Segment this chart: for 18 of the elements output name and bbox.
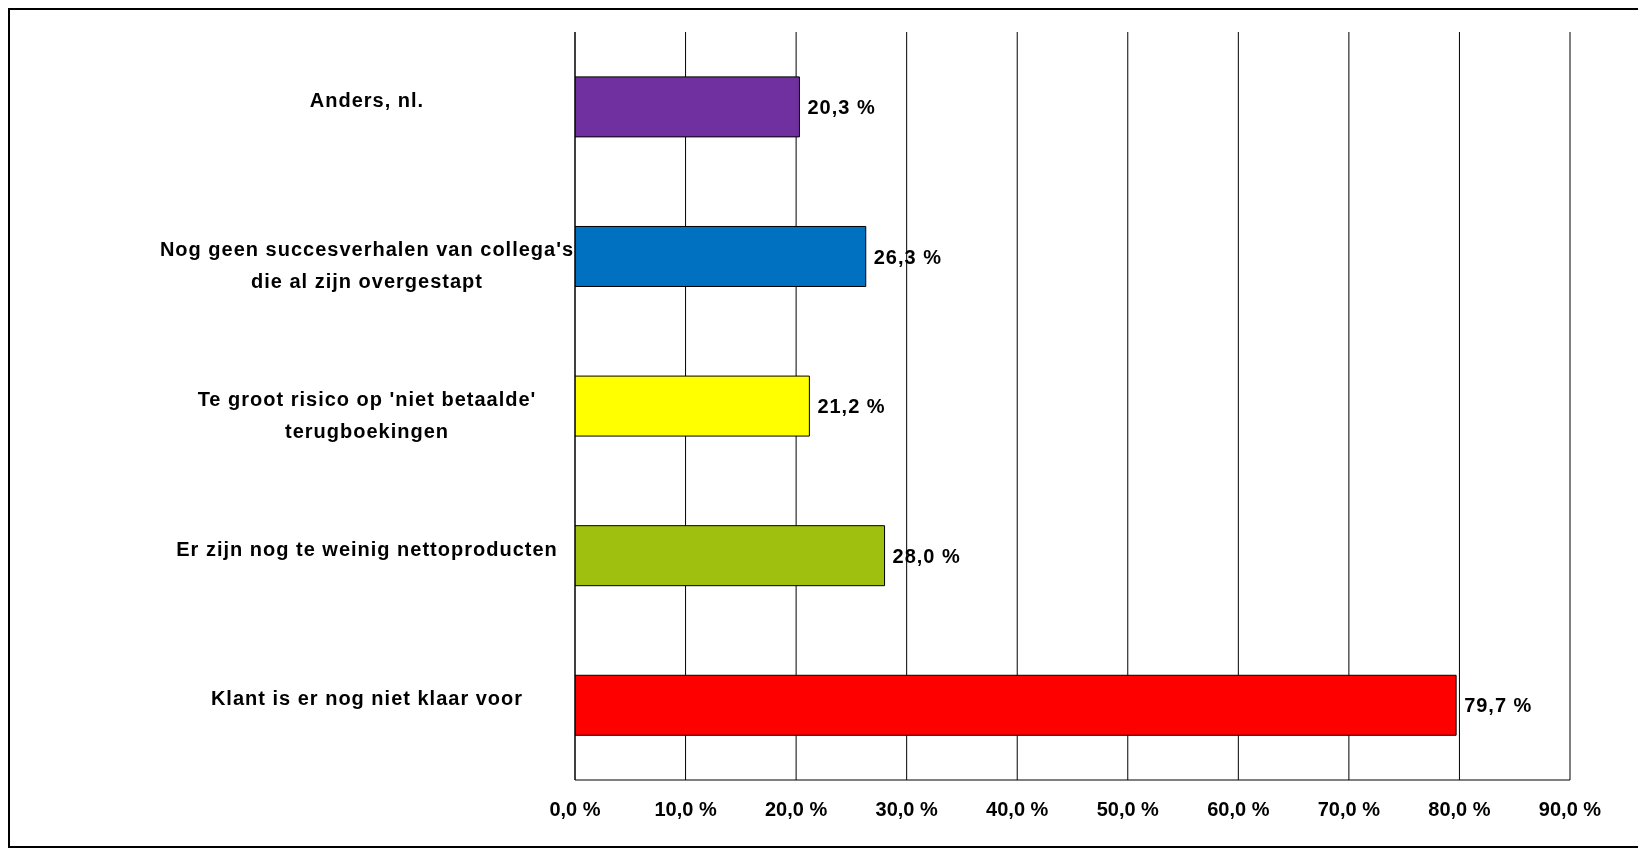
x-tick-label: 90,0 % xyxy=(1538,798,1602,821)
y-tick-label: Anders, nl. xyxy=(309,88,425,111)
x-tick-label: 60,0 % xyxy=(1207,798,1270,821)
x-tick-label: 10,0 % xyxy=(654,798,717,821)
y-tick-label: Klant is er nog niet klaar voor xyxy=(210,687,524,710)
y-tick-label: Nog geen succesverhalen van collega's die al zijn overgestapt xyxy=(159,238,575,293)
x-tick-label: 0,0 % xyxy=(549,798,601,821)
y-tick-label: Er zijn nog te weinig nettoproducten xyxy=(176,537,558,560)
data-label: 21,2 % xyxy=(817,395,886,418)
x-tick-label: 20,0 % xyxy=(764,798,828,821)
x-tick-label: 70,0 % xyxy=(1317,798,1381,821)
x-tick-label: 40,0 % xyxy=(986,798,1049,821)
data-label: 79,7 % xyxy=(1464,694,1533,717)
x-tick-label: 50,0 % xyxy=(1096,798,1160,821)
x-tick-label: 30,0 % xyxy=(875,798,939,821)
y-tick-label: Te groot risico op 'niet betaalde' terugboekingen xyxy=(197,388,537,442)
data-label: 20,3 % xyxy=(807,95,876,118)
x-tick-label: 80,0 % xyxy=(1428,798,1491,821)
